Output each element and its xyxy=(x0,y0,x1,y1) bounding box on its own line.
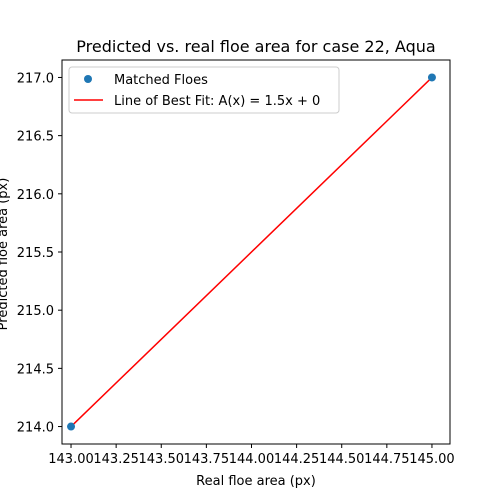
x-axis-label: Real floe area (px) xyxy=(196,474,316,489)
y-tick-label: 215.0 xyxy=(17,304,54,319)
chart-title: Predicted vs. real floe area for case 22… xyxy=(76,37,435,56)
legend-marker-scatter xyxy=(84,75,92,83)
plot-area xyxy=(67,73,436,431)
y-axis-label: Predicted floe area (px) xyxy=(0,178,11,331)
x-tick-label: 143.50 xyxy=(139,452,185,467)
legend: Matched Floes Line of Best Fit: A(x) = 1.… xyxy=(68,66,340,114)
legend-entry-label: Matched Floes xyxy=(114,73,208,88)
best-fit-line xyxy=(70,76,433,428)
y-tick-label: 214.0 xyxy=(17,421,54,436)
x-axis: 143.00 143.25 143.50 143.75 144.00 144.25 144.… xyxy=(48,444,455,467)
legend-entry-label: Line of Best Fit: A(x) = 1.5x + 0 xyxy=(114,94,320,109)
plot-frame xyxy=(61,59,451,445)
y-axis: 214.0 214.5 215.0 215.5 216.0 216.5 217.0 xyxy=(17,71,62,436)
scatter-point xyxy=(67,422,76,431)
y-tick-label: 216.0 xyxy=(17,188,54,203)
legend-box xyxy=(68,66,340,114)
x-tick-label: 143.75 xyxy=(184,452,230,467)
x-tick-label: 144.75 xyxy=(364,452,410,467)
y-tick-label: 216.5 xyxy=(17,130,54,145)
x-tick-label: 143.00 xyxy=(48,452,94,467)
x-tick-label: 143.25 xyxy=(93,452,139,467)
x-tick-label: 145.00 xyxy=(409,452,455,467)
x-tick-label: 144.50 xyxy=(319,452,365,467)
x-tick-label: 144.25 xyxy=(274,452,320,467)
y-tick-label: 215.5 xyxy=(17,246,54,261)
y-tick-label: 217.0 xyxy=(17,71,54,86)
scatter-point xyxy=(427,73,436,82)
x-tick-label: 144.00 xyxy=(229,452,275,467)
y-tick-label: 214.5 xyxy=(17,362,54,377)
